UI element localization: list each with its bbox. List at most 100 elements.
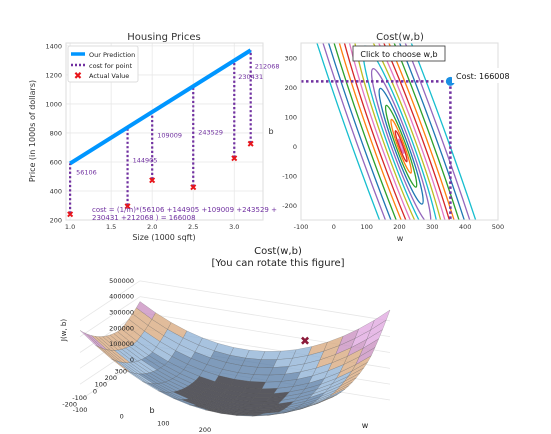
- pane-grid-line: [139, 296, 391, 338]
- contour-line: [384, 104, 418, 188]
- x-tick-label: -100: [294, 223, 309, 231]
- actual-point: ✖: [189, 184, 197, 194]
- housing-xlabel: Size (1000 sqft): [132, 233, 195, 242]
- contour-line: [370, 68, 432, 220]
- contour-line: [301, 43, 498, 220]
- b-tick-label: 300: [115, 367, 127, 375]
- cost-lines: [69, 50, 252, 214]
- cost-labels: 56106 144905 109009 243529 230431 212068: [76, 63, 279, 177]
- cost-label: 109009: [157, 132, 182, 140]
- z-tick-label: 400000: [109, 293, 134, 301]
- x-tick-label: 200: [393, 223, 405, 231]
- x-tick-label: 3.0: [229, 223, 239, 231]
- w-tick-label: 200: [199, 426, 211, 434]
- actual-point: ✖: [247, 140, 255, 150]
- cost-readout: Cost: 166008: [452, 68, 516, 83]
- legend-cost: cost for point: [89, 62, 133, 70]
- actual-point: ✖: [148, 176, 156, 186]
- contour-line: [301, 43, 498, 220]
- contour-line: [390, 118, 413, 174]
- z-tick-label: 100000: [109, 340, 134, 348]
- housing-y-ticks: 200 400 600 800 1000 1200 1400: [45, 42, 62, 224]
- cost-label: 56106: [76, 168, 97, 176]
- contour-line: [303, 43, 498, 220]
- pane-grid-line: [79, 296, 141, 337]
- b-tick-label: 0: [93, 387, 97, 395]
- x-tick-label: 500: [492, 223, 504, 231]
- x-tick-label: 0: [332, 223, 336, 231]
- contour-line: [352, 43, 450, 220]
- z-tick-label: 500000: [109, 277, 134, 285]
- z-tick-label: 300000: [109, 309, 134, 317]
- cost-label: 230431: [238, 73, 263, 81]
- housing-legend: Our Prediction cost for point ✖ Actual V…: [67, 45, 139, 83]
- surface-title: Cost(w,b): [254, 246, 302, 257]
- surface-ticks: 0100000200000300000400000500000-10001002…: [62, 277, 253, 434]
- w-tick-label: -100: [73, 406, 88, 414]
- contour-title: Cost(w,b): [376, 32, 424, 43]
- cost-label: 212068: [255, 63, 280, 71]
- pane-grid-line: [79, 280, 141, 322]
- actual-points: ✖ ✖ ✖ ✖ ✖ ✖: [66, 140, 254, 220]
- y-tick-label: 1400: [45, 42, 62, 50]
- contour-x-ticks: -100 0 100 200 300 400 500: [294, 223, 505, 231]
- cost-annotation-2: 230431 +212068 ) = 166008: [92, 214, 196, 222]
- y-tick-label: 400: [50, 187, 62, 195]
- actual-point: ✖: [66, 210, 74, 220]
- y-tick-label: -100: [282, 172, 297, 180]
- contour-line: [378, 87, 424, 205]
- contour-line: [397, 138, 405, 154]
- x-tick-label: 1.5: [106, 223, 116, 231]
- housing-title: Housing Prices: [127, 32, 200, 43]
- contour-line: [301, 43, 498, 220]
- choose-wb-label: Click to choose w,b: [360, 50, 437, 59]
- cost-label: 243529: [198, 128, 223, 136]
- contour-line: [341, 43, 461, 220]
- surface-subtitle: [You can rotate this figure]: [211, 258, 344, 269]
- b-tick-label: -100: [72, 394, 87, 402]
- b-tick-label: 200: [105, 374, 117, 382]
- contour-ylabel: b: [268, 127, 273, 136]
- surface-wlabel: w: [362, 421, 369, 430]
- x-tick-label: 300: [426, 223, 438, 231]
- y-tick-label: 1200: [45, 71, 62, 79]
- choose-wb-button[interactable]: Click to choose w,b: [352, 45, 446, 62]
- legend-actual: Actual Value: [89, 72, 129, 80]
- legend-prediction: Our Prediction: [89, 51, 135, 59]
- contour-y-ticks: -200 -100 0 100 200 300: [282, 54, 297, 210]
- surface-zlabel: J(w, b): [60, 319, 68, 342]
- housing-x-ticks: 1.0 1.5 2.0 2.5 3.0: [65, 223, 240, 231]
- contour-line: [394, 130, 408, 163]
- b-tick-label: -200: [62, 401, 77, 409]
- surface-facet: [314, 396, 334, 405]
- housing-ylabel: Price (in 1000s of dollars): [28, 80, 37, 182]
- surface-marker: ✖: [300, 334, 310, 348]
- cost-label: 144905: [133, 156, 158, 164]
- w-tick-label: 300: [240, 433, 252, 434]
- cost-readout-label: Cost: 166008: [456, 72, 510, 81]
- contour-lines: [301, 43, 498, 220]
- x-tick-label: 2.0: [147, 223, 157, 231]
- z-tick-label: 0: [130, 356, 134, 364]
- w-tick-label: 0: [120, 413, 124, 421]
- y-tick-label: 300: [285, 54, 297, 62]
- y-tick-label: -200: [282, 202, 297, 210]
- y-tick-label: 800: [50, 129, 62, 137]
- z-tick-label: 200000: [109, 324, 134, 332]
- prediction-line: [69, 48, 252, 166]
- legend-x-icon: ✖: [74, 71, 82, 82]
- y-tick-label: 1000: [45, 100, 62, 108]
- y-tick-label: 100: [285, 113, 297, 121]
- surface-mesh: [79, 301, 391, 417]
- housing-prices-chart: Housing Prices 200400600800100012001400 …: [28, 32, 280, 242]
- contour-line: [317, 43, 486, 220]
- b-tick-label: 100: [95, 381, 107, 389]
- actual-point: ✖: [230, 155, 238, 165]
- y-tick-label: 200: [285, 84, 297, 92]
- y-tick-label: 600: [50, 158, 62, 166]
- housing-plot-area: [65, 42, 264, 221]
- surface-chart: Cost(w,b) [You can rotate this figure] 0…: [60, 246, 391, 434]
- y-tick-label: 0: [293, 143, 297, 151]
- contour-chart: Cost(w,b) -200 -100 0 100 200 300 -100 0 100 200…: [268, 32, 516, 243]
- actual-point: ✖: [124, 202, 132, 212]
